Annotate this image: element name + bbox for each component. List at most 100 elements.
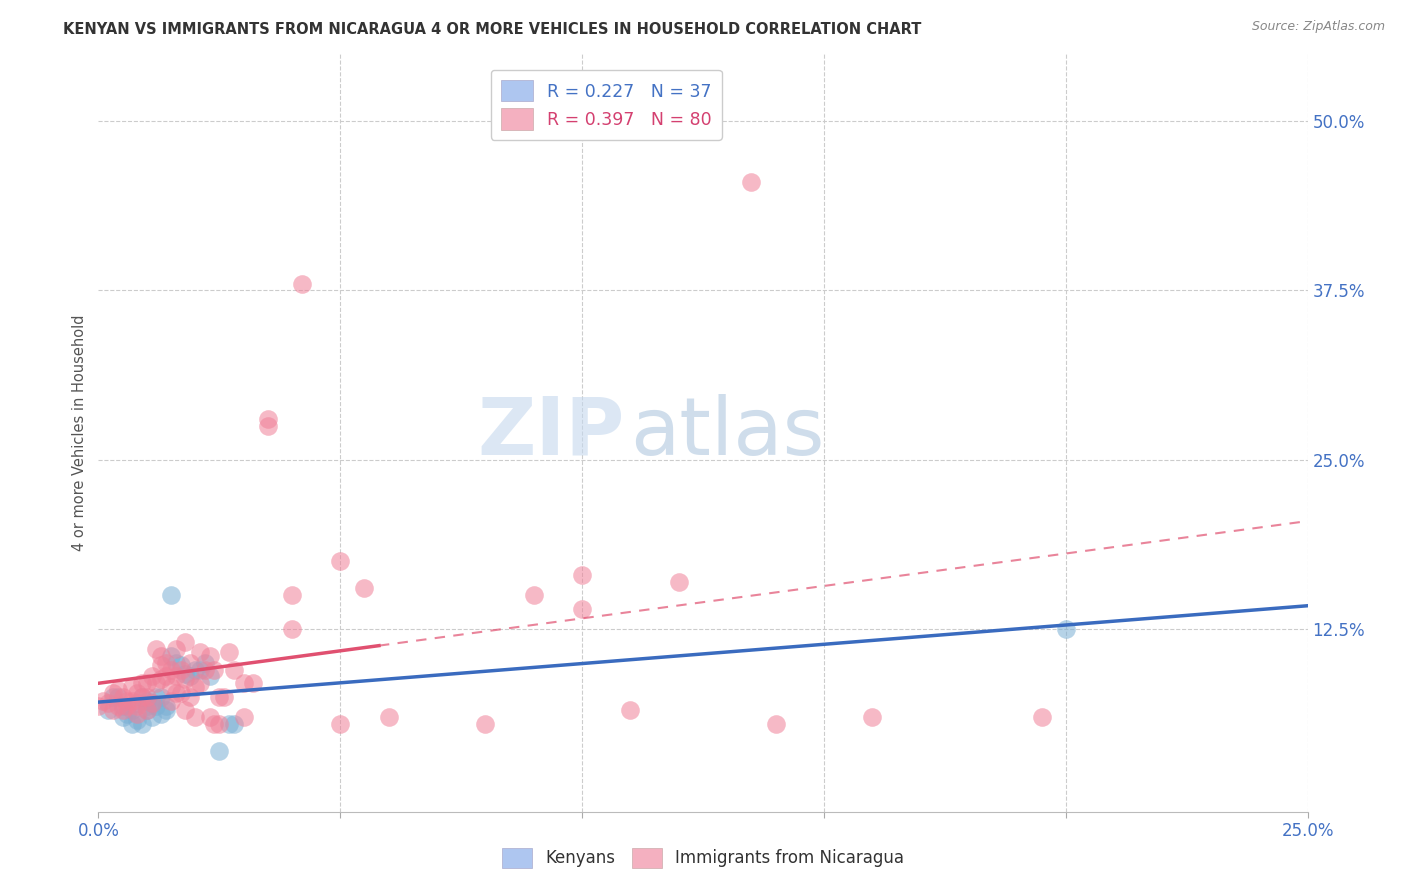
Y-axis label: 4 or more Vehicles in Household: 4 or more Vehicles in Household — [72, 314, 87, 551]
Point — [135, 694, 157, 708]
Point — [256, 418, 278, 433]
Point — [150, 672, 173, 686]
Point — [87, 699, 110, 714]
Point — [169, 663, 191, 677]
Point — [1054, 622, 1077, 636]
Point — [218, 716, 240, 731]
Legend: R = 0.227   N = 37, R = 0.397   N = 80: R = 0.227 N = 37, R = 0.397 N = 80 — [491, 70, 721, 140]
Point — [160, 648, 183, 663]
Point — [135, 703, 157, 717]
Point — [135, 699, 157, 714]
Point — [131, 690, 153, 704]
Point — [184, 710, 207, 724]
Point — [101, 703, 124, 717]
Point — [218, 645, 240, 659]
Point — [860, 710, 883, 724]
Point — [121, 694, 143, 708]
Point — [668, 574, 690, 589]
Point — [290, 277, 312, 291]
Point — [208, 690, 231, 704]
Point — [174, 666, 197, 681]
Point — [111, 703, 134, 717]
Point — [127, 697, 149, 711]
Point — [101, 690, 124, 704]
Point — [155, 703, 177, 717]
Point — [121, 716, 143, 731]
Point — [222, 663, 245, 677]
Point — [179, 690, 201, 704]
Point — [145, 642, 167, 657]
Point — [619, 703, 641, 717]
Point — [155, 656, 177, 670]
Point — [184, 663, 207, 677]
Point — [377, 710, 399, 724]
Point — [97, 697, 120, 711]
Point — [91, 694, 114, 708]
Point — [169, 685, 191, 699]
Point — [198, 710, 221, 724]
Point — [222, 716, 245, 731]
Point — [571, 601, 593, 615]
Point — [353, 582, 375, 596]
Point — [117, 707, 139, 722]
Point — [150, 690, 173, 704]
Point — [208, 744, 231, 758]
Point — [188, 676, 211, 690]
Point — [150, 707, 173, 722]
Point — [232, 710, 254, 724]
Point — [198, 648, 221, 663]
Point — [97, 703, 120, 717]
Point — [208, 716, 231, 731]
Point — [111, 699, 134, 714]
Point — [160, 588, 183, 602]
Point — [242, 676, 264, 690]
Point — [111, 690, 134, 704]
Point — [174, 635, 197, 649]
Point — [281, 622, 304, 636]
Point — [141, 697, 163, 711]
Point — [111, 710, 134, 724]
Point — [184, 680, 207, 694]
Point — [135, 676, 157, 690]
Point — [150, 658, 173, 673]
Point — [107, 682, 129, 697]
Point — [169, 658, 191, 673]
Point — [165, 656, 187, 670]
Point — [179, 669, 201, 683]
Point — [131, 716, 153, 731]
Point — [155, 699, 177, 714]
Point — [127, 713, 149, 727]
Point — [141, 669, 163, 683]
Point — [281, 588, 304, 602]
Point — [121, 680, 143, 694]
Point — [212, 690, 235, 704]
Point — [155, 669, 177, 683]
Point — [1031, 710, 1053, 724]
Point — [256, 412, 278, 426]
Point — [174, 672, 197, 686]
Point — [329, 554, 352, 568]
Point — [145, 690, 167, 704]
Point — [188, 645, 211, 659]
Point — [523, 588, 546, 602]
Point — [765, 716, 787, 731]
Point — [135, 690, 157, 704]
Text: ZIP: ZIP — [477, 393, 624, 472]
Point — [117, 694, 139, 708]
Point — [121, 703, 143, 717]
Point — [204, 663, 226, 677]
Point — [232, 676, 254, 690]
Point — [165, 685, 187, 699]
Text: atlas: atlas — [630, 393, 825, 472]
Point — [101, 685, 124, 699]
Point — [131, 690, 153, 704]
Point — [204, 716, 226, 731]
Text: Source: ZipAtlas.com: Source: ZipAtlas.com — [1251, 20, 1385, 33]
Point — [107, 699, 129, 714]
Point — [194, 663, 217, 677]
Point — [160, 694, 183, 708]
Point — [127, 685, 149, 699]
Point — [329, 716, 352, 731]
Point — [127, 699, 149, 714]
Point — [135, 703, 157, 717]
